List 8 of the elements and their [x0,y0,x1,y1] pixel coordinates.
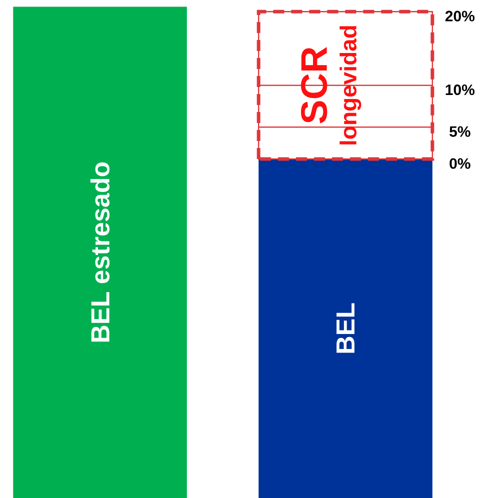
series-label: BEL estresado [90,162,110,342]
annotation: longevidad [340,26,362,144]
annotation: SCR [300,47,328,124]
annotation: 5% [450,126,470,137]
series-label: BEL [336,303,354,353]
annotation: 0% [450,158,470,169]
annotation: 20% [445,10,475,22]
annotation: 10% [446,84,475,96]
